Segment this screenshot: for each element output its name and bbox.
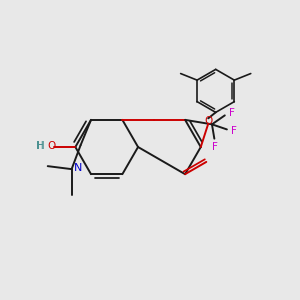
Text: F: F — [212, 142, 218, 152]
Text: O: O — [47, 140, 56, 151]
Text: F: F — [231, 126, 237, 136]
Text: H: H — [37, 140, 45, 151]
Text: N: N — [74, 163, 82, 172]
Text: O: O — [205, 116, 213, 126]
Text: H: H — [36, 141, 43, 151]
Text: F: F — [229, 108, 235, 118]
